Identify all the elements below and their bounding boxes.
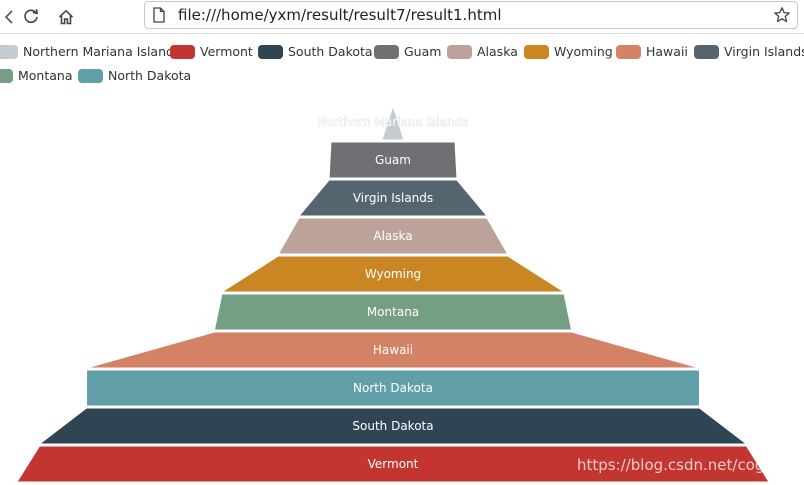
legend-label: Hawaii (646, 44, 688, 59)
funnel-label: Virgin Islands (353, 191, 433, 205)
legend-label: Guam (404, 44, 442, 59)
legend-label: South Dakota (288, 44, 373, 59)
funnel-label: Northern Mariana Islands (317, 115, 468, 129)
legend-item-northern-mariana-islands[interactable]: Northern Mariana Islands (0, 44, 180, 59)
legend-swatch (78, 68, 103, 83)
legend-swatch (0, 68, 13, 83)
funnel-segment-south-dakota[interactable] (38, 407, 748, 445)
funnel-segment-vermont[interactable] (16, 445, 770, 483)
funnel-chart: Northern Mariana Islands Guam Virgin Islan… (16, 104, 770, 483)
legend-swatch (0, 44, 18, 59)
funnel-segment-north-dakota[interactable] (86, 369, 700, 407)
legend-swatch (170, 44, 195, 59)
funnel-segment-virgin-islands[interactable] (297, 179, 489, 217)
funnel-label: Montana (367, 305, 419, 319)
legend-item-virgin-islands[interactable]: Virgin Islands (694, 44, 804, 59)
reload-icon[interactable] (18, 4, 44, 30)
funnel-segment-northern-mariana-islands[interactable] (381, 104, 405, 141)
legend-swatch (258, 44, 283, 59)
legend-label: Vermont (200, 44, 253, 59)
funnel-label: Wyoming (365, 267, 421, 281)
browser-toolbar: file:///home/yxm/result/result7/result1.… (0, 0, 804, 34)
funnel-label: North Dakota (353, 381, 433, 395)
url-text: file:///home/yxm/result/result7/result1.… (178, 6, 502, 24)
legend-label: Wyoming (554, 44, 613, 59)
legend-swatch (374, 44, 399, 59)
funnel-label: Guam (375, 153, 411, 167)
funnel-segment-alaska[interactable] (277, 217, 509, 255)
legend-swatch (616, 44, 641, 59)
funnel-segment-montana[interactable] (213, 293, 573, 331)
legend-label: North Dakota (108, 68, 192, 83)
back-arrow-icon[interactable] (0, 4, 22, 30)
address-bar[interactable]: file:///home/yxm/result/result7/result1.… (144, 1, 798, 29)
legend-label: Virgin Islands (724, 44, 804, 59)
legend-item-south-dakota[interactable]: South Dakota (258, 44, 373, 59)
legend-swatch (694, 44, 719, 59)
page-icon (153, 7, 165, 28)
legend-item-hawaii[interactable]: Hawaii (616, 44, 688, 59)
funnel-label: South Dakota (352, 419, 433, 433)
legend-swatch (447, 44, 472, 59)
legend-swatch (524, 44, 549, 59)
funnel-label: Alaska (373, 229, 412, 243)
chart-legend: Northern Mariana Islands Vermont South Dak… (0, 44, 804, 94)
legend-item-north-dakota[interactable]: North Dakota (78, 68, 191, 83)
funnel-segment-wyoming[interactable] (220, 255, 566, 293)
legend-label: Montana (18, 68, 73, 83)
legend-item-alaska[interactable]: Alaska (447, 44, 518, 59)
legend-item-vermont[interactable]: Vermont (170, 44, 253, 59)
funnel-segment-guam[interactable] (328, 141, 458, 179)
funnel-segment-hawaii[interactable] (86, 331, 700, 369)
legend-label: Alaska (477, 44, 518, 59)
funnel-label: Vermont (368, 457, 419, 471)
legend-label: Northern Mariana Islands (23, 44, 181, 59)
legend-item-wyoming[interactable]: Wyoming (524, 44, 613, 59)
legend-item-montana[interactable]: Montana (0, 68, 73, 83)
legend-item-guam[interactable]: Guam (374, 44, 441, 59)
funnel-label: Hawaii (373, 343, 413, 357)
home-icon[interactable] (53, 4, 79, 30)
watermark-text: https://blog.csdn.net/cogk_bala (577, 456, 804, 474)
star-icon[interactable] (773, 6, 791, 29)
